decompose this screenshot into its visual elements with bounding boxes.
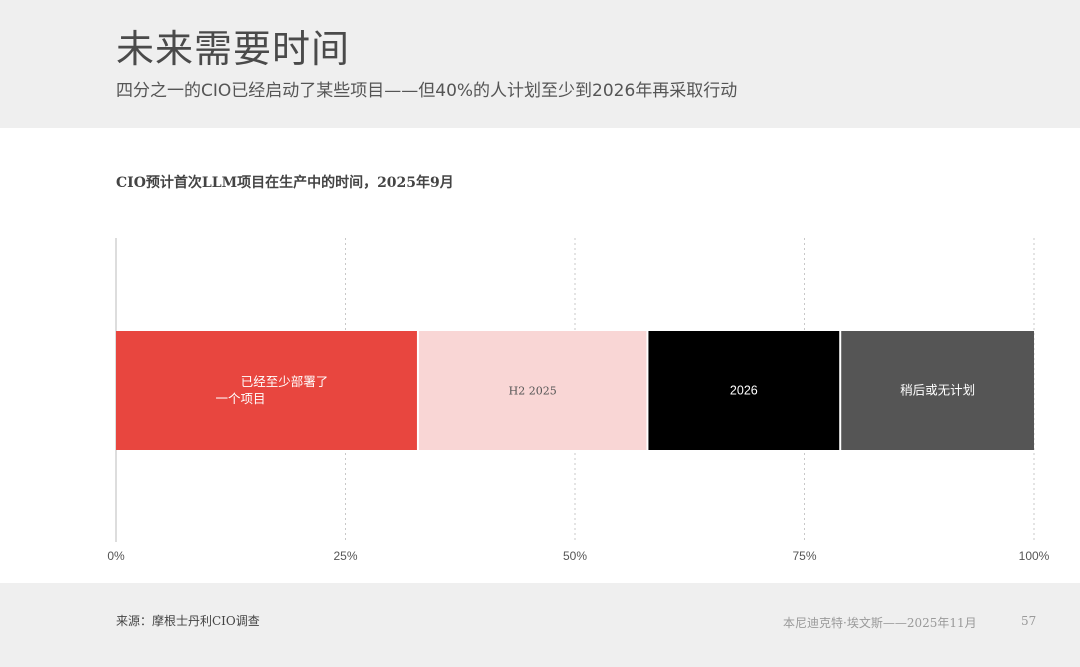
x-tick-label: 100% — [1019, 549, 1050, 563]
source-note: 来源：摩根士丹利CIO调查 — [116, 614, 260, 628]
x-tick-label: 50% — [563, 549, 587, 563]
data-label: 一个项目 — [215, 391, 265, 406]
data-label: 2026 — [730, 384, 758, 398]
bar-segment — [841, 331, 1034, 450]
chart-title: CIO预计首次LLM项目在生产中的时间，2025年9月 — [116, 175, 454, 191]
data-label: H2 2025 — [509, 385, 557, 398]
x-tick-label: 25% — [333, 549, 357, 563]
bar-segment — [418, 331, 647, 450]
page-number: 57 — [1021, 614, 1037, 628]
author-date: 本尼迪克特·埃文斯——2025年11月 — [783, 616, 977, 630]
data-label: 已经至少部署了 — [241, 374, 329, 389]
x-tick-label: 75% — [792, 549, 816, 563]
footer-band — [0, 583, 1080, 667]
x-tick-label: 0% — [107, 549, 125, 563]
bar-segment — [648, 331, 840, 450]
bar-segment — [116, 331, 417, 450]
page-subtitle: 四分之一的CIO已经启动了某些项目——但40%的人计划至少到2026年再采取行动 — [116, 81, 738, 101]
header-band — [0, 0, 1080, 128]
data-label: 稍后或无计划 — [900, 383, 975, 398]
page-title: 未来需要时间 — [116, 27, 351, 71]
